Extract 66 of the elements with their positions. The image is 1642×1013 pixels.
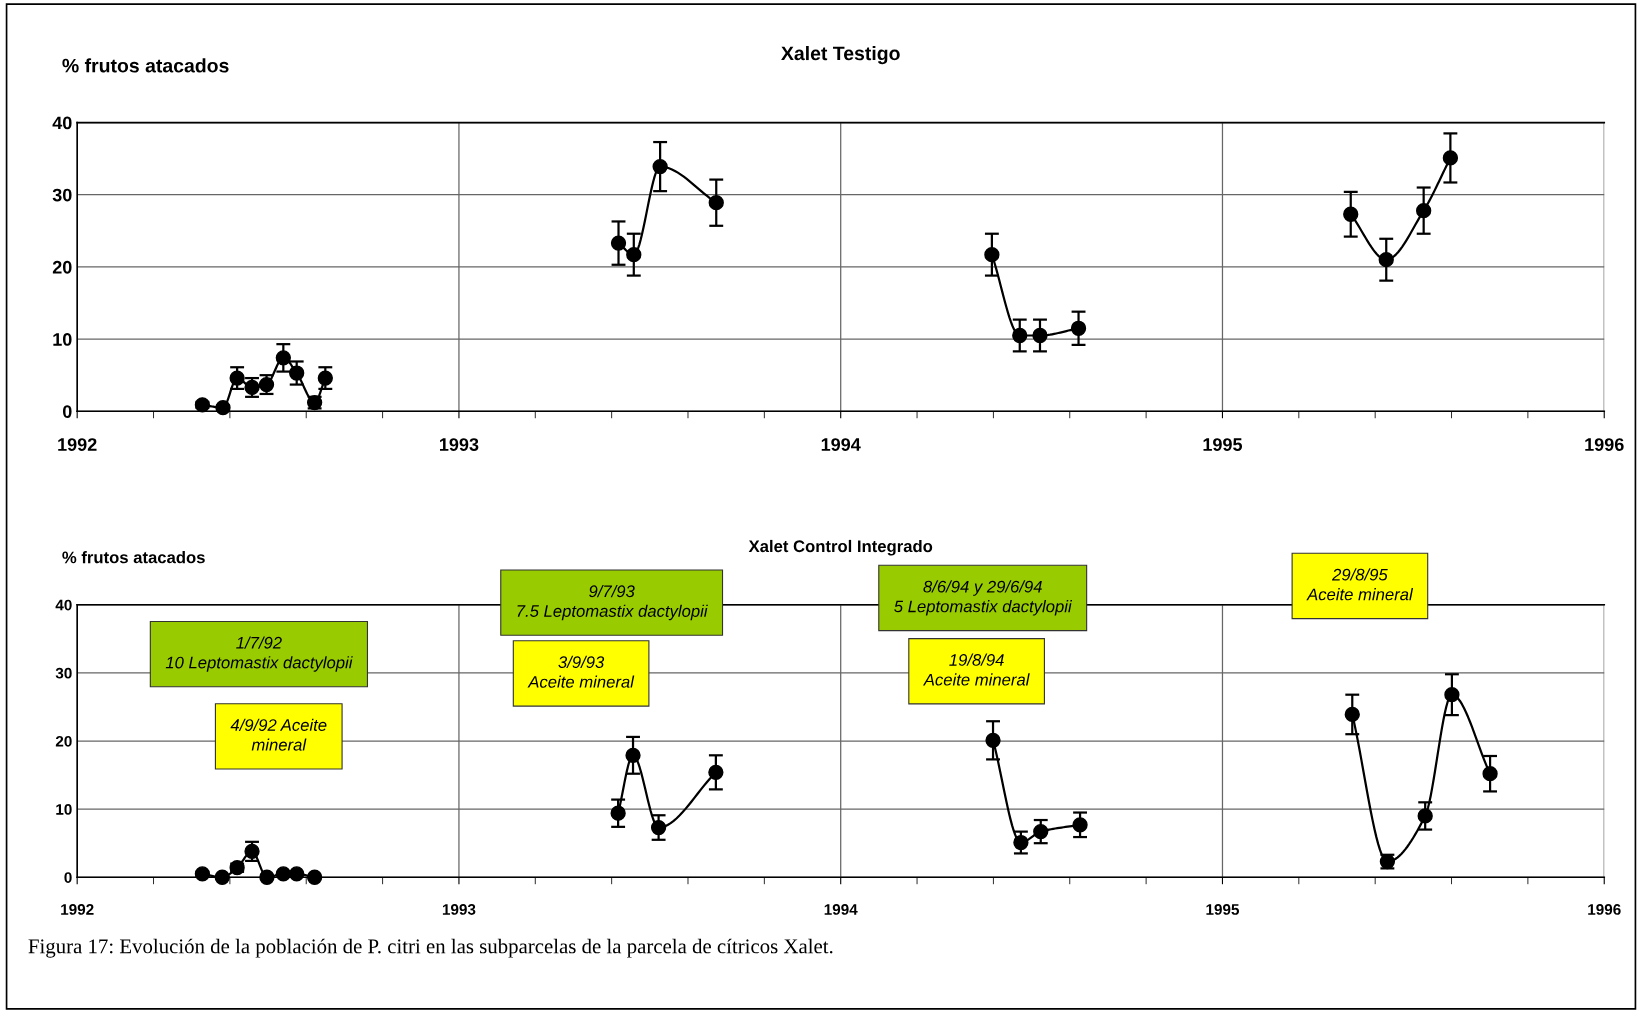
- annotation: 8/6/94 y 29/6/94 5 Leptomastix dactylopii: [894, 580, 1073, 616]
- chart-title: Xalet Testigo: [781, 45, 900, 65]
- annotation: 4/9/92 Aceite mineral: [230, 718, 327, 751]
- x-tick-label: 1993: [439, 438, 479, 451]
- point: [214, 869, 230, 885]
- point: [289, 866, 305, 882]
- annotation: 3/9/93 Aceite mineral: [527, 655, 635, 688]
- point: [259, 869, 275, 885]
- point: [275, 866, 291, 882]
- text: Figura 17: Evolución de la población de P. citri en las subparcelas de la parcela de cítricos Xalet.: [28, 938, 833, 958]
- annotation: 9/7/93 7.5 Leptomastix dactylopii: [517, 584, 708, 621]
- x-tick-label: 1994: [824, 904, 858, 915]
- x-tick-label: 1992: [58, 438, 97, 451]
- point: [610, 235, 627, 251]
- y-tick-label: 10: [53, 333, 72, 346]
- point: [1032, 327, 1048, 344]
- x-tick-label: 1995: [1203, 438, 1243, 451]
- point: [1343, 206, 1359, 222]
- point: [1482, 766, 1498, 782]
- text: 29/8/95 Aceite mineral: [1306, 568, 1414, 601]
- annotation: 19/8/94 Aceite mineral: [922, 653, 1030, 686]
- chart-title: Xalet Control Integrado: [748, 539, 933, 556]
- point: [1072, 817, 1088, 833]
- point: [1442, 150, 1459, 166]
- point: [1013, 834, 1029, 851]
- point: [985, 732, 1001, 748]
- x-tick-label: 1992: [61, 904, 94, 915]
- point: [984, 247, 1000, 263]
- point: [289, 365, 305, 381]
- x-tick-label: 1993: [442, 904, 476, 915]
- y-axis-title: % frutos atacados: [62, 551, 205, 564]
- y-tick-label: 10: [56, 804, 72, 815]
- point: [306, 869, 323, 885]
- y-tick-label: 30: [52, 188, 72, 202]
- y-tick-label: 0: [62, 405, 72, 418]
- point: [1344, 706, 1360, 723]
- y-tick-label: 0: [64, 872, 72, 883]
- point: [625, 747, 641, 763]
- x-tick-label: 1996: [1585, 438, 1624, 451]
- point: [626, 247, 642, 263]
- point: [1033, 823, 1049, 840]
- point: [1012, 327, 1028, 344]
- point: [1378, 252, 1394, 268]
- annotation: 1/7/92 10 Leptomastix dactylopii: [165, 636, 353, 672]
- x-tick-label: 1996: [1588, 904, 1621, 915]
- point: [317, 370, 333, 386]
- y-tick-label: 40: [52, 116, 72, 130]
- point: [1444, 687, 1460, 703]
- point: [652, 158, 668, 175]
- y-tick-label: 30: [55, 667, 72, 679]
- x-tick-label: 1994: [821, 438, 861, 451]
- x-tick-label: 1995: [1206, 904, 1240, 915]
- point: [610, 805, 626, 821]
- y-tick-label: 20: [52, 260, 72, 274]
- point: [1417, 808, 1433, 824]
- y-tick-label: 40: [55, 599, 72, 611]
- point: [229, 370, 245, 386]
- point: [215, 400, 231, 416]
- point: [650, 819, 667, 836]
- point: [708, 195, 724, 211]
- y-axis-title: % frutos atacados: [62, 58, 229, 73]
- point: [1070, 320, 1087, 336]
- point: [708, 764, 724, 780]
- y-tick-label: 20: [55, 735, 72, 747]
- point: [275, 350, 291, 366]
- point: [1416, 202, 1432, 219]
